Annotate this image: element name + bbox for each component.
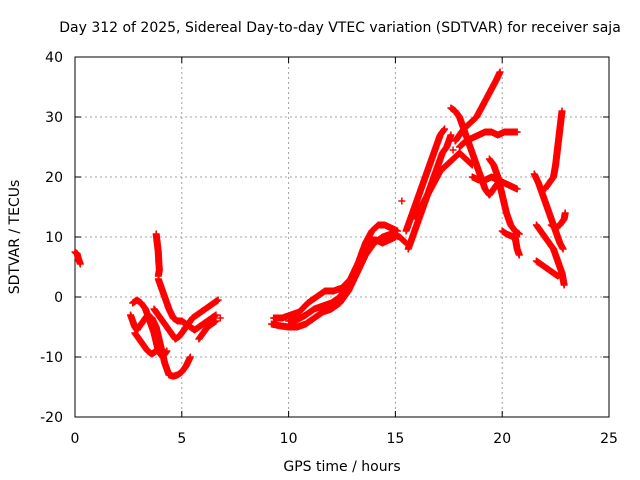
- x-tick-label: 20: [493, 431, 511, 447]
- data-point: [391, 233, 399, 241]
- data-point: [212, 317, 220, 325]
- data-point: [513, 128, 521, 136]
- y-tick-label: 10: [45, 230, 63, 246]
- data-point: [559, 245, 567, 253]
- y-tick-label: 20: [45, 170, 63, 186]
- x-tick-label: 15: [386, 431, 404, 447]
- data-point: [163, 347, 171, 355]
- y-tick-label: -20: [40, 410, 63, 426]
- x-tick-label: 0: [71, 431, 80, 447]
- data-point: [558, 269, 566, 277]
- x-tick-label: 25: [600, 431, 618, 447]
- x-axis-label: GPS time / hours: [283, 459, 400, 475]
- data-point: [496, 68, 504, 76]
- data-point: [76, 260, 84, 268]
- data-point: [212, 311, 220, 319]
- y-axis-label: SDTVAR / TECUs: [7, 180, 23, 295]
- data-markers: [71, 68, 569, 380]
- data-point: [447, 131, 455, 139]
- data-point: [214, 296, 222, 304]
- data-point: [560, 281, 568, 289]
- data-point: [513, 185, 521, 193]
- x-tick-label: 10: [280, 431, 298, 447]
- data-point: [515, 251, 523, 259]
- y-tick-label: 0: [54, 290, 63, 306]
- data-point: [394, 227, 402, 235]
- data-point: [449, 146, 457, 154]
- chart-title: Day 312 of 2025, Sidereal Day-to-day VTE…: [59, 20, 621, 36]
- data-point: [515, 230, 523, 238]
- y-axis-ticks: -20 -10 0 10 20 30 40: [40, 50, 609, 426]
- data-point: [186, 353, 194, 361]
- data-point: [398, 197, 406, 205]
- y-tick-label: 30: [45, 110, 63, 126]
- x-tick-label: 5: [177, 431, 186, 447]
- data-point: [152, 347, 160, 355]
- data-point: [216, 314, 224, 322]
- data-point: [558, 107, 566, 115]
- y-tick-label: -10: [40, 350, 63, 366]
- y-tick-label: 40: [45, 50, 63, 66]
- grid: [75, 57, 609, 417]
- x-axis-ticks: 0 5 10 15 20 25: [71, 57, 618, 447]
- data-point: [561, 209, 569, 217]
- data-point: [441, 125, 449, 133]
